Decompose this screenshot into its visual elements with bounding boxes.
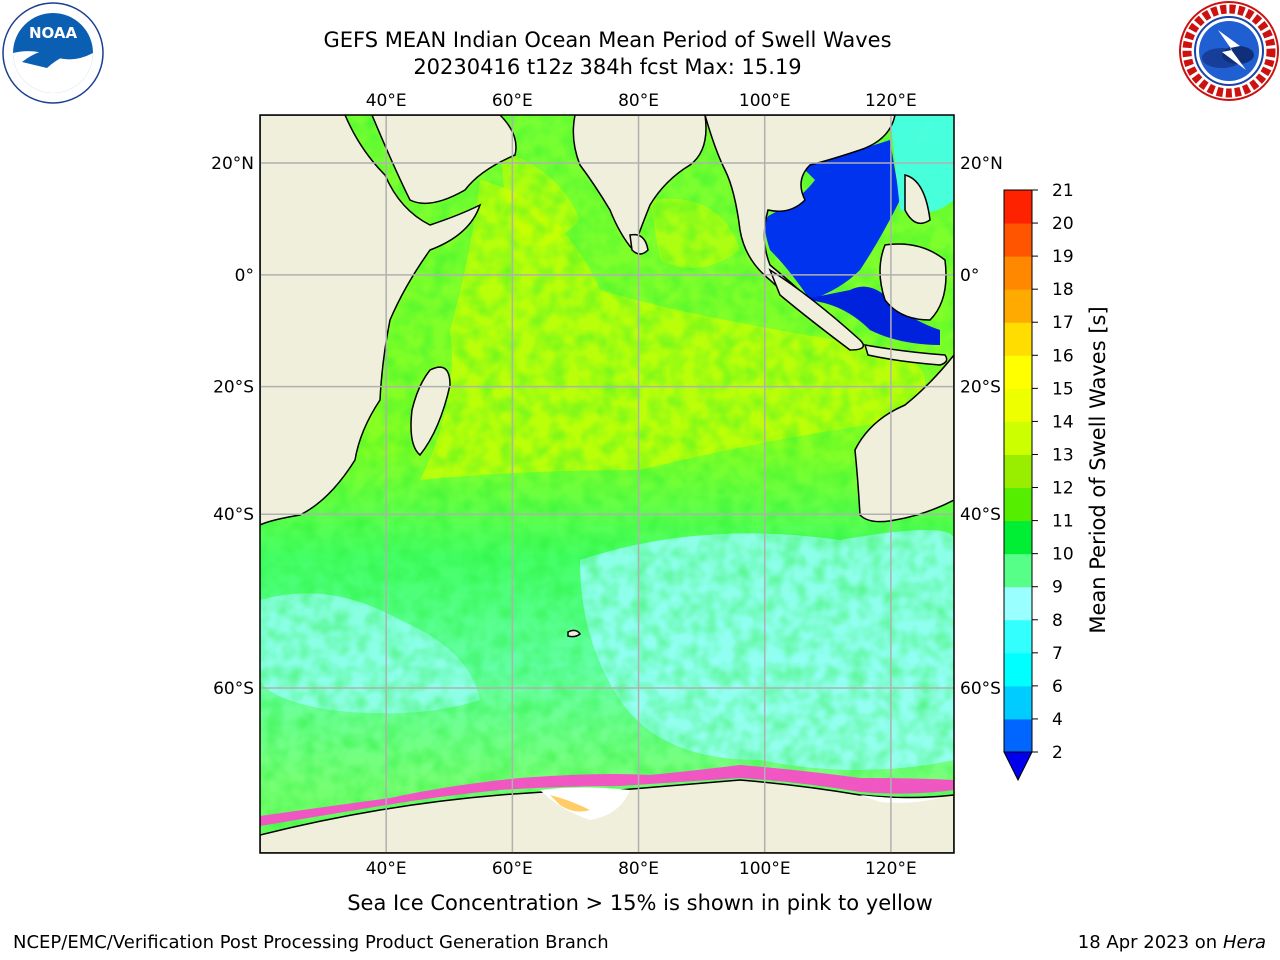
colorbar-segment (1004, 454, 1032, 489)
lat-tick-left: 40°S (213, 505, 254, 525)
lat-tick-right: 40°S (960, 505, 1001, 525)
lat-tick-left: 0° (235, 266, 254, 286)
colorbar-segment (1004, 289, 1032, 323)
colorbar: 2 4 6 7 8 9 10 11 12 13 14 15 16 17 18 19 20 21 (1003, 181, 1074, 782)
colorbar-tick-label: 18 (1052, 280, 1074, 300)
colorbar-tick-label: 21 (1052, 181, 1074, 201)
lat-tick-right: 0° (960, 266, 979, 286)
graticule (260, 115, 954, 853)
colorbar-segment (1004, 487, 1032, 522)
land-australia (854, 353, 954, 523)
chart-title-line2: 20230416 t12z 384h fcst Max: 15.19 (413, 55, 802, 79)
low-period-zone-strait (800, 286, 940, 345)
colorbar-segment (1004, 586, 1032, 621)
colorbar-tick-label: 6 (1052, 677, 1063, 697)
lon-tick-bottom: 40°E (366, 859, 407, 879)
landmasses (260, 115, 954, 853)
land-kerguelen (567, 629, 582, 638)
land-borneo (879, 243, 947, 321)
colorbar-tick-label: 19 (1052, 247, 1074, 267)
lat-tick-right: 20°S (960, 378, 1001, 398)
map-frame (259, 114, 955, 854)
colorbar-frame (1003, 189, 1033, 753)
lon-tick-top: 120°E (865, 91, 917, 111)
sea-ice-footnote: Sea Ice Concentration > 15% is shown in … (347, 891, 933, 915)
lon-tick-top: 80°E (618, 91, 659, 111)
colorbar-tick-label: 11 (1052, 512, 1074, 532)
colorbar-segment (1004, 388, 1032, 422)
colorbar-segment (1004, 685, 1032, 720)
credit-date-text: 18 Apr 2023 on (1077, 932, 1223, 953)
colorbar-segment (1004, 190, 1032, 224)
lat-tick-right: 20°N (960, 154, 1003, 174)
colorbar-tick-label: 13 (1052, 445, 1074, 465)
colorbar-segment (1004, 652, 1032, 687)
lon-tick-bottom: 100°E (739, 859, 791, 879)
nws-logo-icon (1179, 1, 1279, 101)
sea-ice-band (260, 765, 954, 826)
colorbar-tick-label: 14 (1052, 412, 1074, 432)
colorbar-tick-label: 20 (1052, 214, 1074, 234)
svg-text:NOAA: NOAA (29, 24, 78, 42)
credit-machine: Hera (1222, 932, 1266, 953)
colorbar-tick-label: 8 (1052, 611, 1063, 631)
colorbar-segment (1004, 322, 1032, 356)
colorbar-tick-label: 4 (1052, 710, 1063, 730)
colorbar-segment (1004, 256, 1032, 290)
lat-tick-left: 20°N (211, 154, 254, 174)
land-madagascar (410, 366, 451, 457)
axis-ticks: 40°E 40°E 60°E 60°E 80°E 80°E 100°E 100°E 120°E 1… (211, 91, 1003, 879)
lat-tick-left: 20°S (213, 378, 254, 398)
lat-tick-left: 60°S (213, 679, 254, 699)
colorbar-segment (1004, 553, 1032, 588)
colorbar-segment (1004, 223, 1032, 257)
map-area (260, 115, 954, 853)
colorbar-segment (1004, 520, 1032, 555)
noaa-logo-icon: NOAA (2, 2, 104, 104)
low-period-zone-sea (765, 140, 900, 300)
colorbar-segment (1004, 619, 1032, 654)
land-africa (260, 115, 482, 526)
colorbar-tick-label: 12 (1052, 479, 1074, 499)
colorbar-segment (1004, 421, 1032, 455)
chart-title-line1: GEFS MEAN Indian Ocean Mean Period of Sw… (323, 28, 892, 52)
colorbar-tick-label: 16 (1052, 346, 1074, 366)
colorbar-tick-label: 17 (1052, 313, 1074, 333)
colorbar-tick-label: 9 (1052, 578, 1063, 598)
land-sumatra (768, 268, 865, 351)
colorbar-label: Mean Period of Swell Waves [s] (1086, 306, 1110, 634)
colorbar-tick-label: 2 (1052, 743, 1063, 763)
colorbar-tick-label: 10 (1052, 545, 1074, 565)
lon-tick-bottom: 120°E (865, 859, 917, 879)
land-java (863, 344, 948, 366)
lon-tick-bottom: 60°E (492, 859, 533, 879)
credit-organization: NCEP/EMC/Verification Post Processing Pr… (13, 932, 609, 953)
colorbar-tick-label: 15 (1052, 379, 1074, 399)
credit-date: 18 Apr 2023 on Hera (1078, 932, 1266, 953)
colorbar-tick-label: 7 (1052, 644, 1063, 664)
land-arabia (371, 115, 517, 205)
lon-tick-top: 100°E (739, 91, 791, 111)
land-philippines (904, 174, 931, 225)
colorbar-underflow (1003, 751, 1033, 782)
lon-tick-top: 60°E (492, 91, 533, 111)
colorbar-segment (1004, 355, 1032, 389)
lon-tick-bottom: 80°E (618, 859, 659, 879)
lat-tick-right: 60°S (960, 679, 1001, 699)
sea-ice-white (540, 787, 940, 820)
colorbar-segment (1004, 718, 1032, 753)
lon-tick-top: 40°E (366, 91, 407, 111)
